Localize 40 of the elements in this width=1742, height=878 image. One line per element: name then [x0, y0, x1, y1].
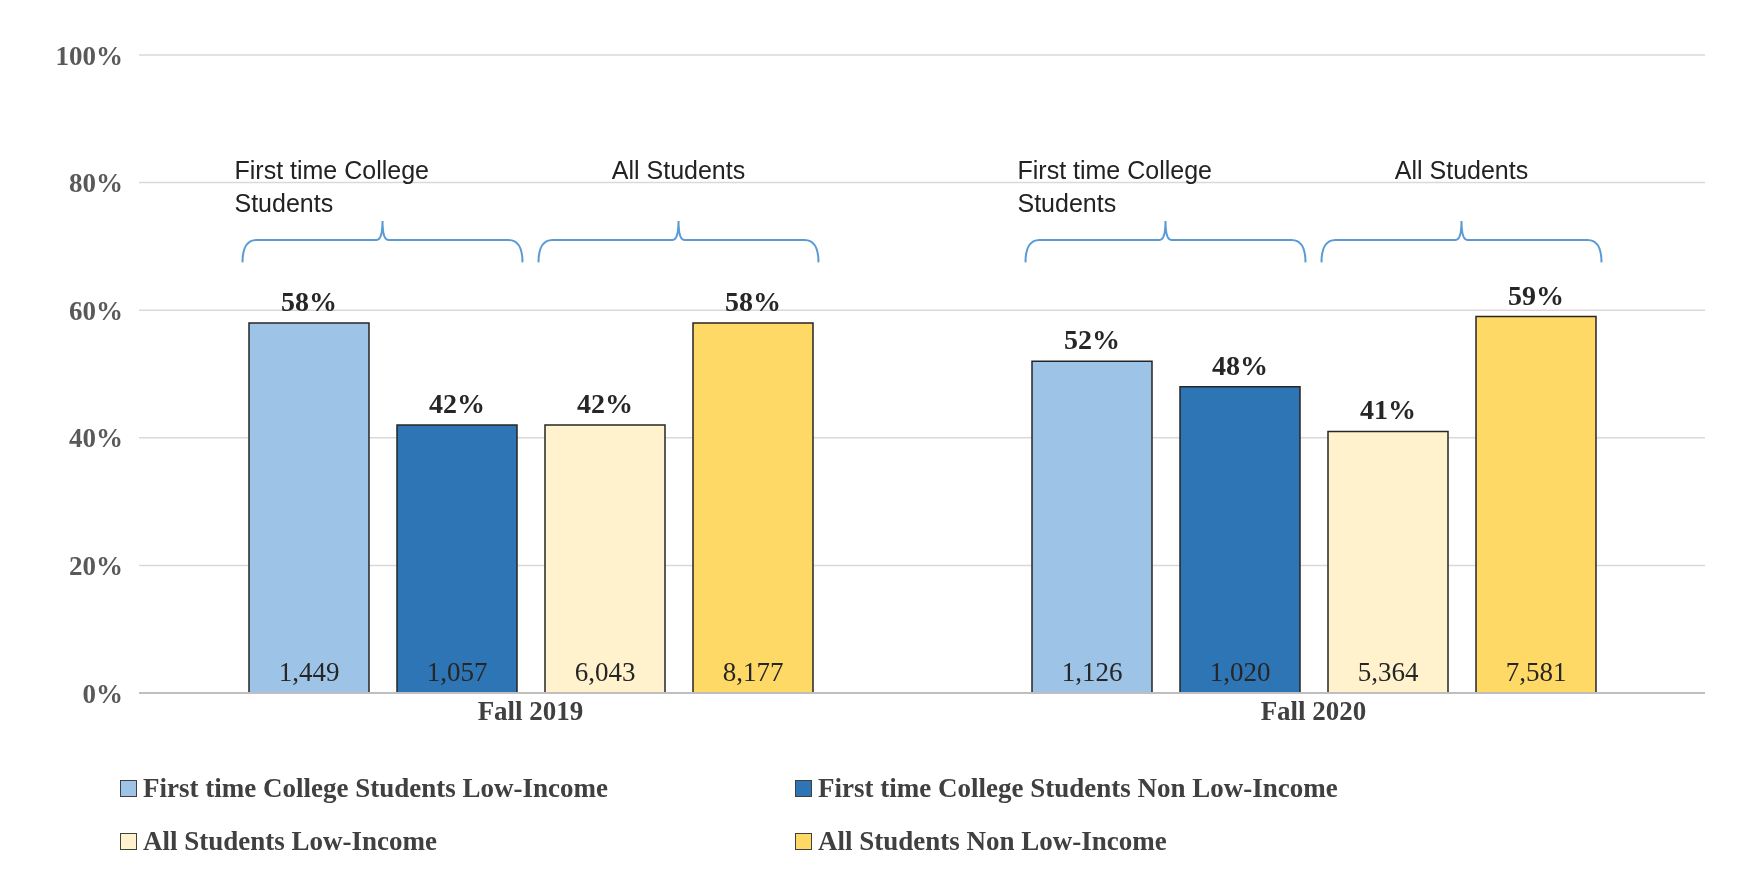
y-tick-label: 60% — [69, 295, 123, 326]
data-label: 58% — [281, 285, 337, 317]
bar — [1031, 360, 1153, 693]
bar — [1327, 430, 1449, 693]
data-label: 59% — [1508, 279, 1564, 311]
annotation: 6,043 — [574, 657, 636, 687]
legend-label: First time College Students Low-Income — [143, 773, 608, 804]
bar — [692, 322, 814, 693]
data-label: 42% — [577, 388, 633, 420]
bar — [248, 322, 370, 693]
data-label: 52% — [1064, 324, 1120, 356]
y-tick-label: 40% — [69, 423, 123, 454]
y-tick-label: 0% — [82, 678, 123, 709]
x-tick-label: Fall 2019 — [477, 696, 584, 727]
annotation: 1,126 — [1061, 657, 1123, 687]
legend-label: All Students Non Low-Income — [818, 826, 1167, 857]
bar — [544, 424, 666, 693]
annotation: 1,020 — [1209, 657, 1271, 687]
annotation: 1,449 — [278, 657, 340, 687]
annotation: First time College Students — [1017, 156, 1212, 218]
annotation: 7,581 — [1505, 657, 1567, 687]
y-tick-label: 80% — [69, 168, 123, 199]
bar — [1179, 386, 1301, 693]
data-label: 58% — [725, 285, 781, 317]
data-label: 41% — [1360, 394, 1416, 426]
legend-label: First time College Students Non Low-Income — [818, 773, 1338, 804]
y-tick-label: 20% — [69, 550, 123, 581]
y-tick-label: 100% — [55, 40, 123, 71]
x-tick-label: Fall 2020 — [1260, 696, 1367, 727]
data-label: 42% — [429, 388, 485, 420]
legend-label: All Students Low-Income — [143, 826, 438, 857]
bar — [396, 424, 518, 693]
data-label: 48% — [1212, 349, 1268, 381]
annotation: 8,177 — [722, 657, 784, 687]
annotation: All Students — [611, 156, 746, 185]
annotation: All Students — [1394, 156, 1529, 185]
annotation: 5,364 — [1357, 657, 1419, 687]
bar — [1475, 315, 1597, 693]
annotation: First time College Students — [234, 156, 429, 218]
annotation: 1,057 — [426, 657, 488, 687]
